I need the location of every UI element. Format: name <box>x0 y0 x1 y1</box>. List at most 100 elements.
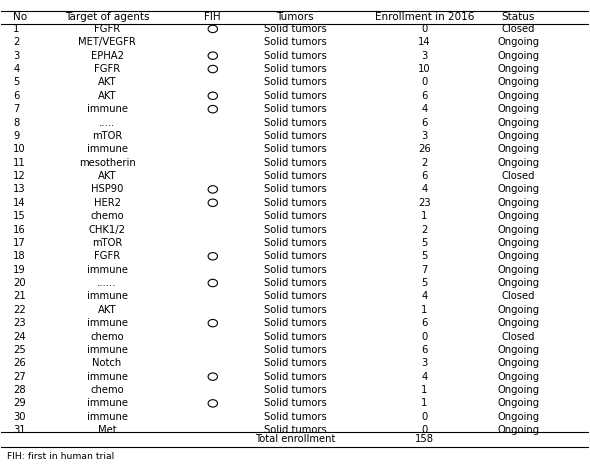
Text: Ongoing: Ongoing <box>497 398 539 408</box>
Text: ......: ...... <box>97 278 117 288</box>
Text: Solid tumors: Solid tumors <box>264 318 326 328</box>
Text: 6: 6 <box>421 91 427 101</box>
Text: 6: 6 <box>421 117 427 128</box>
Text: Closed: Closed <box>502 171 535 181</box>
Text: 3: 3 <box>421 51 427 61</box>
Text: 17: 17 <box>13 238 26 248</box>
Text: 6: 6 <box>13 91 19 101</box>
Text: 11: 11 <box>13 158 26 168</box>
Text: Solid tumors: Solid tumors <box>264 171 326 181</box>
Text: Ongoing: Ongoing <box>497 251 539 261</box>
Text: Solid tumors: Solid tumors <box>264 358 326 368</box>
Text: Ongoing: Ongoing <box>497 385 539 395</box>
Text: CHK1/2: CHK1/2 <box>88 225 126 234</box>
Text: 4: 4 <box>421 372 427 382</box>
Text: 4: 4 <box>421 291 427 302</box>
Text: 21: 21 <box>13 291 26 302</box>
Text: Solid tumors: Solid tumors <box>264 412 326 422</box>
Text: mTOR: mTOR <box>92 131 122 141</box>
Text: Solid tumors: Solid tumors <box>264 91 326 101</box>
Text: Solid tumors: Solid tumors <box>264 117 326 128</box>
Text: immune: immune <box>87 412 127 422</box>
Text: 23: 23 <box>418 198 431 208</box>
Text: immune: immune <box>87 372 127 382</box>
Text: 29: 29 <box>13 398 26 408</box>
Text: Ongoing: Ongoing <box>497 305 539 315</box>
Text: Ongoing: Ongoing <box>497 425 539 435</box>
Text: FGFR: FGFR <box>94 64 120 74</box>
Text: 5: 5 <box>13 77 19 88</box>
Text: Solid tumors: Solid tumors <box>264 104 326 114</box>
Text: Solid tumors: Solid tumors <box>264 211 326 221</box>
Text: 22: 22 <box>13 305 26 315</box>
Text: 31: 31 <box>13 425 26 435</box>
Text: Tumors: Tumors <box>276 12 314 22</box>
Text: Solid tumors: Solid tumors <box>264 51 326 61</box>
Text: Status: Status <box>502 12 535 22</box>
Text: 4: 4 <box>13 64 19 74</box>
Text: Solid tumors: Solid tumors <box>264 251 326 261</box>
Text: No: No <box>13 12 27 22</box>
Text: Solid tumors: Solid tumors <box>264 158 326 168</box>
Text: AKT: AKT <box>98 91 116 101</box>
Text: Ongoing: Ongoing <box>497 318 539 328</box>
Text: mesotherin: mesotherin <box>78 158 136 168</box>
Text: 28: 28 <box>13 385 26 395</box>
Text: Ongoing: Ongoing <box>497 37 539 47</box>
Text: 5: 5 <box>421 251 427 261</box>
Text: EPHA2: EPHA2 <box>91 51 123 61</box>
Text: 2: 2 <box>421 158 427 168</box>
Text: Ongoing: Ongoing <box>497 265 539 274</box>
Text: 14: 14 <box>13 198 26 208</box>
Text: Solid tumors: Solid tumors <box>264 265 326 274</box>
Text: Solid tumors: Solid tumors <box>264 64 326 74</box>
Text: Ongoing: Ongoing <box>497 91 539 101</box>
Text: 20: 20 <box>13 278 26 288</box>
Text: Solid tumors: Solid tumors <box>264 385 326 395</box>
Text: 2: 2 <box>421 225 427 234</box>
Text: Ongoing: Ongoing <box>497 77 539 88</box>
Text: chemo: chemo <box>90 385 124 395</box>
Text: 1: 1 <box>421 305 427 315</box>
Text: Ongoing: Ongoing <box>497 372 539 382</box>
Text: Ongoing: Ongoing <box>497 158 539 168</box>
Text: 0: 0 <box>421 331 427 342</box>
Text: Solid tumors: Solid tumors <box>264 144 326 154</box>
Text: Ongoing: Ongoing <box>497 198 539 208</box>
Text: FIH: FIH <box>205 12 221 22</box>
Text: 0: 0 <box>421 412 427 422</box>
Text: 1: 1 <box>13 24 19 34</box>
Text: Solid tumors: Solid tumors <box>264 131 326 141</box>
Text: Target of agents: Target of agents <box>65 12 149 22</box>
Text: Solid tumors: Solid tumors <box>264 331 326 342</box>
Text: 3: 3 <box>421 358 427 368</box>
Text: chemo: chemo <box>90 331 124 342</box>
Text: Closed: Closed <box>502 24 535 34</box>
Text: FGFR: FGFR <box>94 24 120 34</box>
Text: FGFR: FGFR <box>94 251 120 261</box>
Text: 158: 158 <box>415 434 434 444</box>
Text: 10: 10 <box>13 144 26 154</box>
Text: 26: 26 <box>418 144 431 154</box>
Text: Solid tumors: Solid tumors <box>264 305 326 315</box>
Text: 1: 1 <box>421 211 427 221</box>
Text: Ongoing: Ongoing <box>497 117 539 128</box>
Text: Solid tumors: Solid tumors <box>264 291 326 302</box>
Text: 26: 26 <box>13 358 26 368</box>
Text: .....: ..... <box>99 117 115 128</box>
Text: Met: Met <box>98 425 116 435</box>
Text: Ongoing: Ongoing <box>497 185 539 194</box>
Text: AKT: AKT <box>98 171 116 181</box>
Text: 16: 16 <box>13 225 26 234</box>
Text: 27: 27 <box>13 372 26 382</box>
Text: AKT: AKT <box>98 305 116 315</box>
Text: 0: 0 <box>421 425 427 435</box>
Text: 13: 13 <box>13 185 26 194</box>
Text: Solid tumors: Solid tumors <box>264 345 326 355</box>
Text: 3: 3 <box>13 51 19 61</box>
Text: Solid tumors: Solid tumors <box>264 185 326 194</box>
Text: Solid tumors: Solid tumors <box>264 225 326 234</box>
Text: 5: 5 <box>421 238 427 248</box>
Text: Solid tumors: Solid tumors <box>264 77 326 88</box>
Text: 4: 4 <box>421 104 427 114</box>
